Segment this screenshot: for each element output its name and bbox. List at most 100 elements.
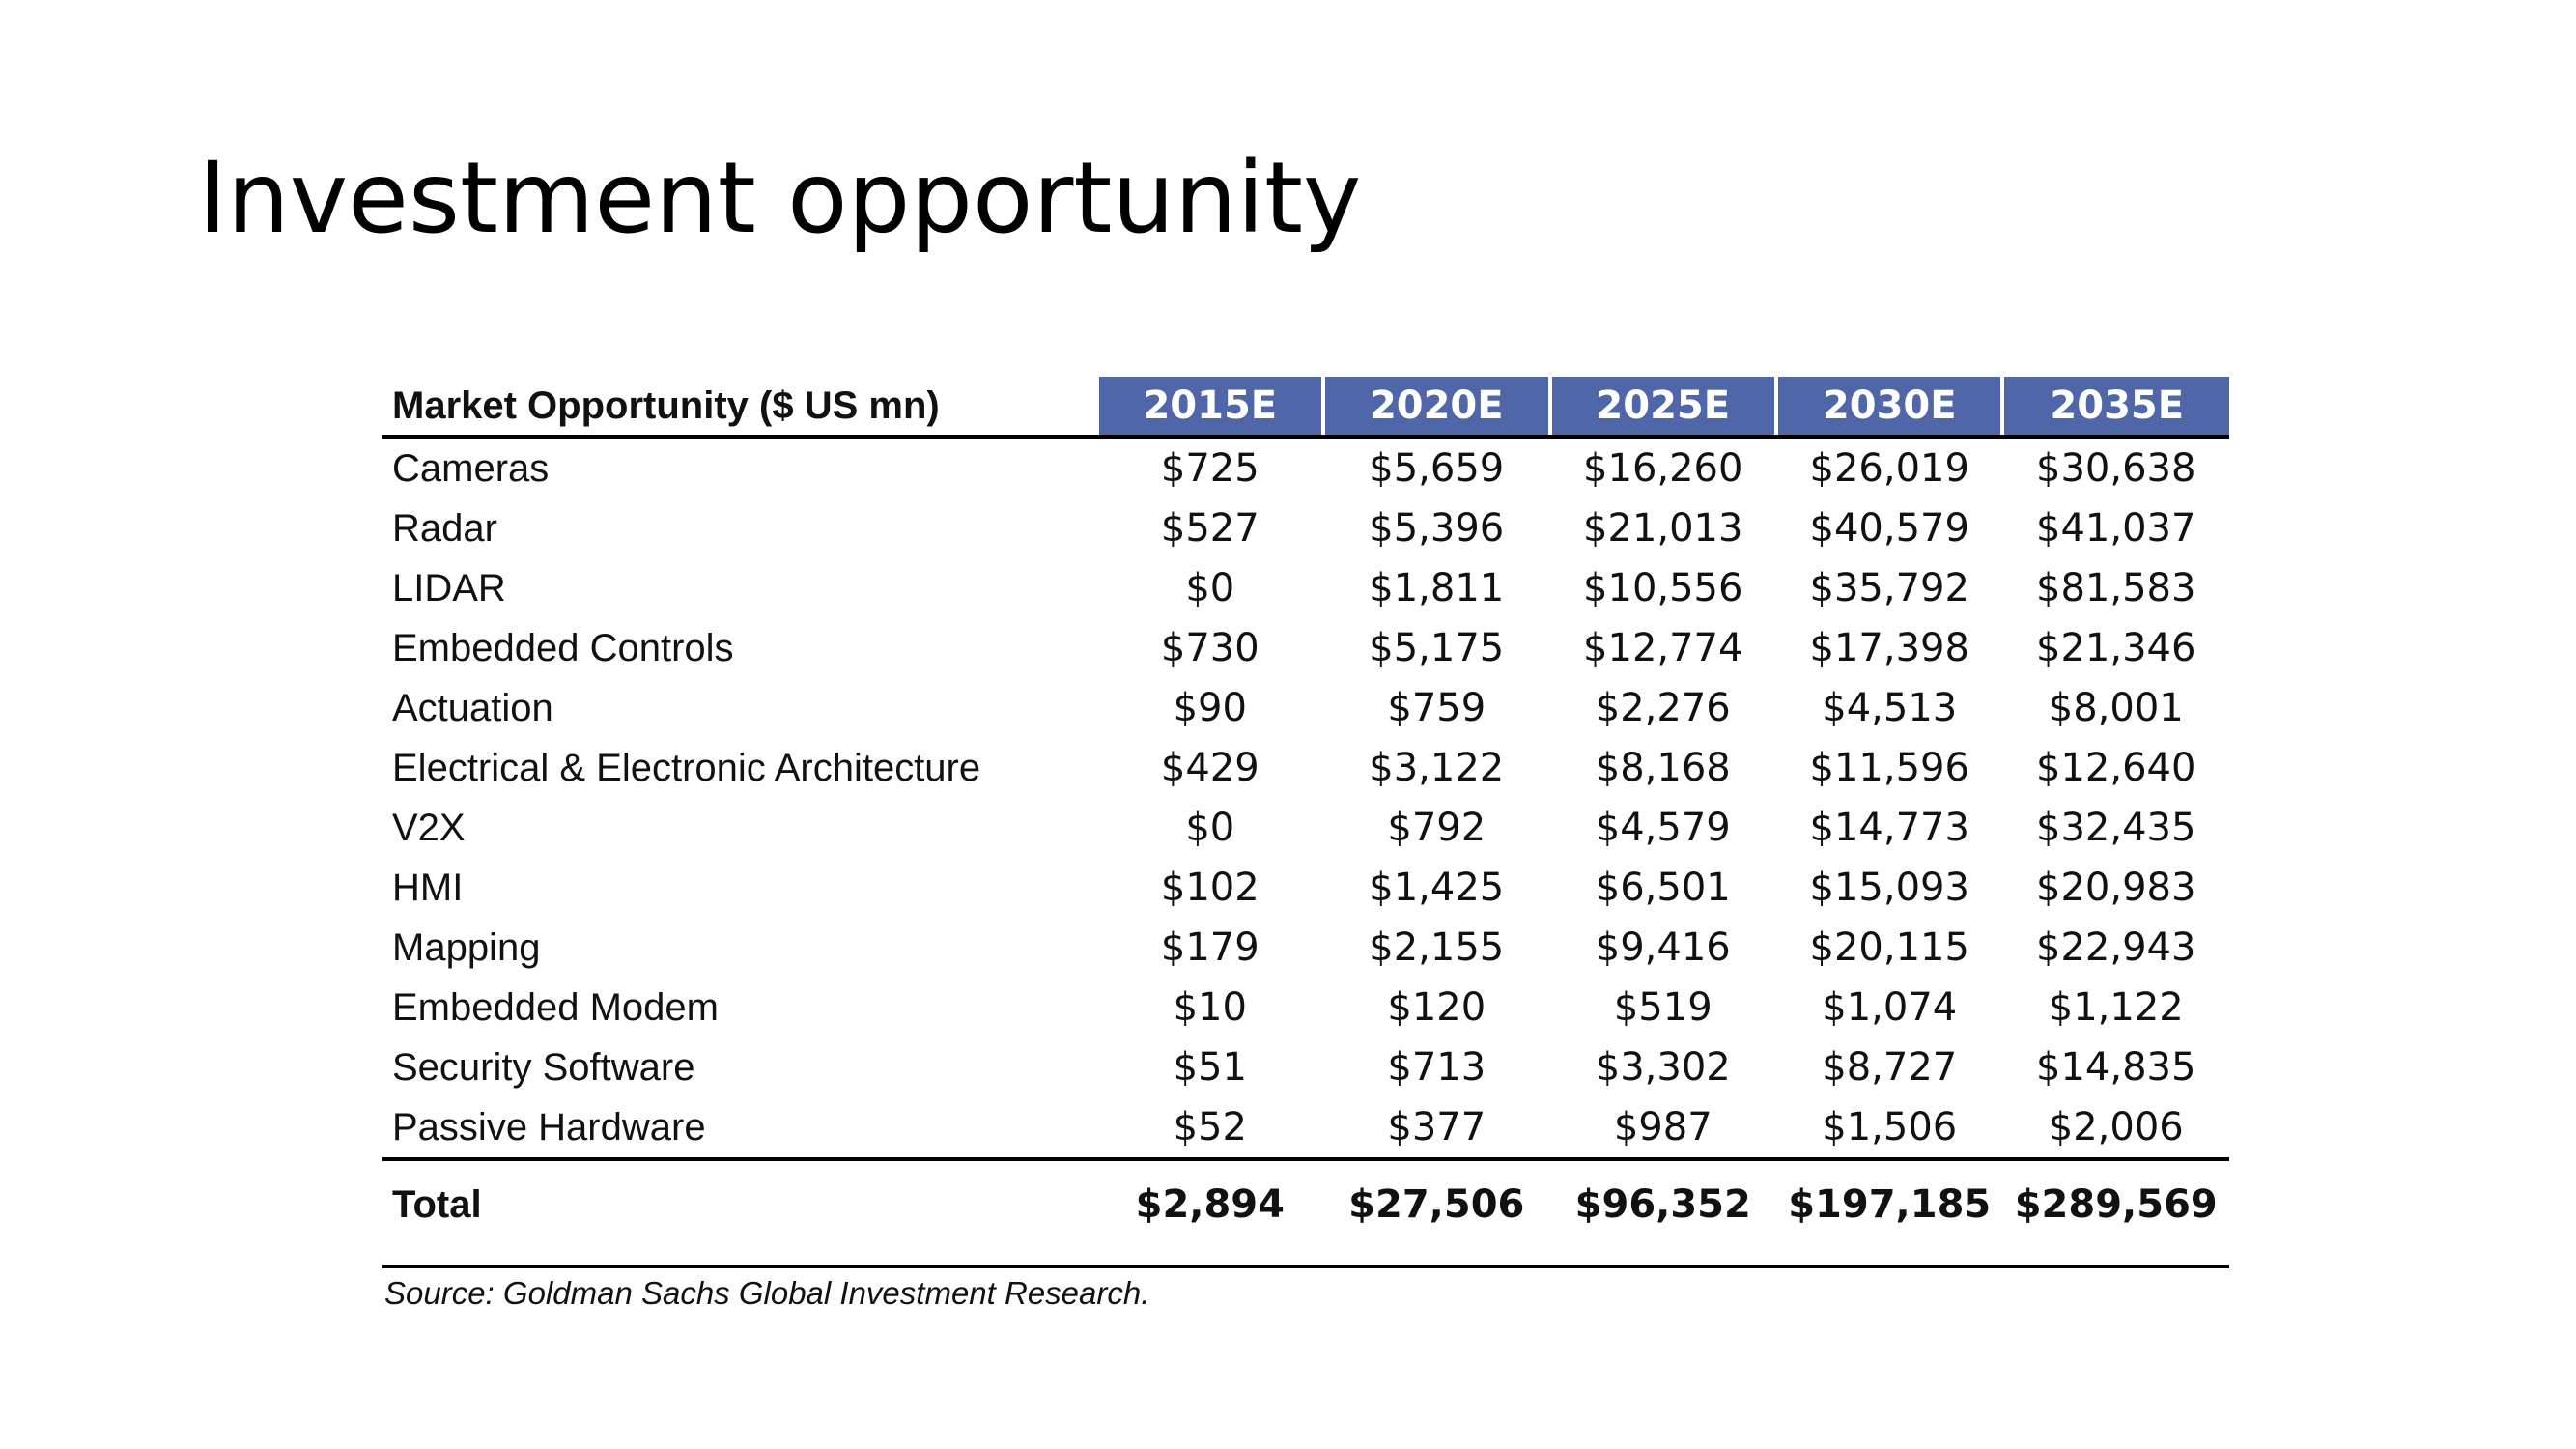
table-row-v2x: V2X $0 $792 $4,579 $14,773 $32,435	[382, 798, 2229, 858]
row-label: Passive Hardware	[392, 1105, 706, 1149]
row-value: $4,579	[1595, 806, 1731, 850]
row-value: $0	[1185, 566, 1235, 611]
total-value: $2,894	[1096, 1157, 1324, 1248]
row-value: $792	[1387, 806, 1486, 850]
table-row-total: Total $2,894 $27,506 $96,352 $197,185 $2…	[382, 1157, 2229, 1248]
table-row-actuation: Actuation $90 $759 $2,276 $4,513 $8,001	[382, 678, 2229, 738]
row-value: $713	[1387, 1045, 1486, 1090]
total-value: $27,506	[1323, 1157, 1550, 1248]
row-value: $1,506	[1822, 1105, 1958, 1150]
row-value: $5,396	[1369, 506, 1505, 551]
row-label: Embedded Controls	[392, 626, 734, 669]
row-value: $8,168	[1595, 746, 1731, 790]
source-note: Source: Goldman Sachs Global Investment …	[384, 1275, 1150, 1311]
total-value: $197,185	[1776, 1157, 2003, 1248]
row-label: Embedded Modem	[392, 985, 719, 1029]
row-label: Electrical & Electronic Architecture	[392, 746, 981, 789]
table-row-cameras: Cameras $725 $5,659 $16,260 $26,019 $30,…	[382, 437, 2229, 498]
row-label: Radar	[392, 506, 497, 550]
total-value: $289,569	[2002, 1157, 2229, 1248]
row-value: $52	[1173, 1105, 1247, 1150]
row-label: HMI	[392, 866, 464, 909]
row-value: $102	[1160, 866, 1260, 910]
row-value: $429	[1160, 746, 1260, 790]
row-value: $11,596	[1809, 746, 1969, 790]
row-value: $35,792	[1809, 566, 1969, 611]
table-header-row: Market Opportunity ($ US mn) 2015E 2020E…	[382, 377, 2229, 439]
row-value: $10	[1173, 985, 1247, 1030]
row-value: $5,659	[1369, 446, 1505, 491]
row-value: $17,398	[1809, 626, 1969, 670]
row-value: $6,501	[1595, 866, 1731, 910]
row-value: $51	[1173, 1045, 1247, 1090]
row-value: $4,513	[1822, 686, 1958, 730]
row-value: $519	[1613, 985, 1713, 1030]
row-value: $2,006	[2048, 1105, 2184, 1150]
row-value: $22,943	[2036, 925, 2196, 970]
table-row-electrical-electronic-architecture: Electrical & Electronic Architecture $42…	[382, 738, 2229, 798]
row-value: $9,416	[1595, 925, 1731, 970]
row-value: $90	[1173, 686, 1247, 730]
row-value: $26,019	[1809, 446, 1969, 491]
row-value: $1,122	[2048, 985, 2184, 1030]
row-value: $2,155	[1369, 925, 1505, 970]
row-value: $8,001	[2048, 686, 2184, 730]
row-value: $3,302	[1595, 1045, 1731, 1090]
row-value: $14,773	[1809, 806, 1969, 850]
row-value: $179	[1160, 925, 1260, 970]
row-label: Security Software	[392, 1045, 695, 1089]
row-label: V2X	[392, 806, 466, 849]
row-value: $5,175	[1369, 626, 1505, 670]
row-value: $2,276	[1595, 686, 1731, 730]
year-header-2015e: 2015E	[1094, 377, 1324, 439]
row-value: $20,115	[1809, 925, 1969, 970]
row-value: $10,556	[1583, 566, 1743, 611]
year-header-2035e: 2035E	[2000, 377, 2229, 439]
slide-title: Investment opportunity	[198, 141, 1362, 256]
row-value: $1,425	[1369, 866, 1505, 910]
table-row-mapping: Mapping $179 $2,155 $9,416 $20,115 $22,9…	[382, 918, 2229, 978]
row-value: $725	[1160, 446, 1260, 491]
row-value: $377	[1387, 1105, 1486, 1150]
market-opportunity-table: Market Opportunity ($ US mn) 2015E 2020E…	[382, 377, 2229, 1248]
row-value: $20,983	[2036, 866, 2196, 910]
table-header-label: Market Opportunity ($ US mn)	[382, 377, 1097, 439]
total-label: Total	[382, 1157, 1097, 1248]
row-value: $32,435	[2036, 806, 2196, 850]
row-value: $81,583	[2036, 566, 2196, 611]
row-label: Actuation	[392, 686, 553, 729]
table-row-passive-hardware: Passive Hardware $52 $377 $987 $1,506 $2…	[382, 1097, 2229, 1159]
row-value: $730	[1160, 626, 1260, 670]
row-value: $120	[1387, 985, 1486, 1030]
row-value: $1,811	[1369, 566, 1505, 611]
row-value: $16,260	[1583, 446, 1743, 491]
row-value: $14,835	[2036, 1045, 2196, 1090]
row-value: $21,013	[1583, 506, 1743, 551]
table-row-radar: Radar $527 $5,396 $21,013 $40,579 $41,03…	[382, 498, 2229, 558]
row-label: LIDAR	[392, 566, 506, 610]
table-row-embedded-controls: Embedded Controls $730 $5,175 $12,774 $1…	[382, 618, 2229, 678]
table-row-lidar: LIDAR $0 $1,811 $10,556 $35,792 $81,583	[382, 558, 2229, 618]
row-label: Mapping	[392, 925, 541, 969]
year-header-2030e: 2030E	[1773, 377, 2003, 439]
table-bottom-rule	[382, 1265, 2229, 1268]
row-value: $0	[1185, 806, 1235, 850]
row-value: $3,122	[1369, 746, 1505, 790]
row-value: $527	[1160, 506, 1260, 551]
row-value: $40,579	[1809, 506, 1969, 551]
row-value: $1,074	[1822, 985, 1958, 1030]
row-value: $21,346	[2036, 626, 2196, 670]
row-label: Cameras	[392, 446, 550, 490]
row-value: $15,093	[1809, 866, 1969, 910]
row-value: $759	[1387, 686, 1486, 730]
row-value: $41,037	[2036, 506, 2196, 551]
row-value: $8,727	[1822, 1045, 1958, 1090]
table-row-embedded-modem: Embedded Modem $10 $120 $519 $1,074 $1,1…	[382, 978, 2229, 1037]
row-value: $30,638	[2036, 446, 2196, 491]
table-row-security-software: Security Software $51 $713 $3,302 $8,727…	[382, 1037, 2229, 1097]
year-header-2025e: 2025E	[1547, 377, 1776, 439]
row-value: $12,774	[1583, 626, 1743, 670]
row-value: $987	[1613, 1105, 1713, 1150]
row-value: $12,640	[2036, 746, 2196, 790]
table-row-hmi: HMI $102 $1,425 $6,501 $15,093 $20,983	[382, 858, 2229, 918]
